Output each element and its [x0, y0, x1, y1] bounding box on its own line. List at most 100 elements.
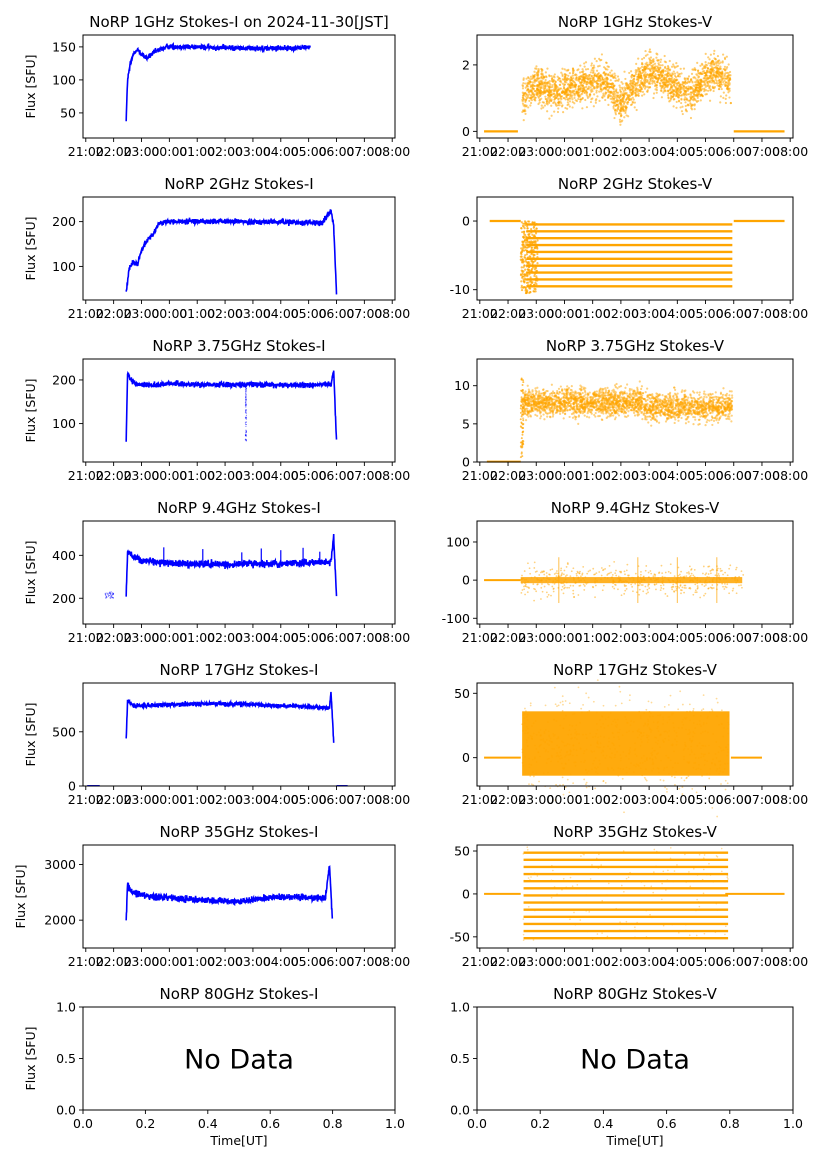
data-point — [575, 74, 577, 76]
data-point — [534, 268, 536, 270]
data-point — [540, 93, 542, 95]
data-point — [626, 83, 628, 85]
data-point — [544, 96, 546, 98]
data-point — [526, 96, 528, 98]
data-point — [691, 108, 693, 110]
data-point — [683, 99, 685, 101]
data-point — [524, 254, 526, 256]
data-point — [632, 89, 634, 91]
data-point — [582, 74, 584, 76]
data-point — [706, 64, 708, 66]
data-point — [703, 90, 705, 92]
data-point — [527, 281, 529, 283]
data-point — [558, 77, 560, 79]
data-point — [712, 399, 714, 401]
data-point — [709, 393, 711, 395]
data-point — [663, 88, 665, 90]
data-point — [551, 395, 553, 397]
data-point — [694, 69, 696, 71]
data-point — [708, 87, 710, 89]
data-point — [598, 91, 600, 93]
data-point — [689, 99, 691, 101]
data-point — [669, 60, 671, 62]
data-point — [565, 90, 567, 92]
data-point — [695, 89, 697, 91]
data-point — [535, 275, 537, 277]
data-point — [605, 61, 607, 63]
data-point — [529, 256, 531, 258]
data-point — [523, 77, 525, 79]
data-point — [524, 220, 526, 222]
data-point — [610, 74, 612, 76]
data-point — [527, 88, 529, 90]
data-point — [553, 99, 555, 101]
data-point — [664, 398, 666, 400]
data-point — [542, 413, 544, 415]
data-point — [653, 397, 655, 399]
data-point — [684, 394, 686, 396]
data-point — [727, 413, 729, 415]
data-point — [622, 108, 624, 110]
data-point — [564, 81, 566, 83]
data-point — [660, 59, 662, 61]
data-point — [689, 86, 691, 88]
data-point — [705, 53, 707, 55]
data-point — [614, 112, 616, 114]
data-point — [533, 71, 535, 73]
data-point — [673, 93, 675, 95]
data-point — [672, 63, 674, 65]
data-point — [653, 401, 655, 403]
data-point — [593, 105, 595, 107]
data-point — [597, 83, 599, 85]
data-point — [641, 62, 643, 64]
data-point — [570, 79, 572, 81]
data-point — [614, 75, 616, 77]
data-point — [707, 77, 709, 79]
data-point — [246, 386, 247, 387]
data-point — [695, 95, 697, 97]
data-point — [700, 396, 702, 398]
data-point — [647, 394, 649, 396]
data-point — [660, 64, 662, 66]
data-point — [656, 80, 658, 82]
data-point — [527, 85, 529, 87]
data-point — [599, 65, 601, 67]
data-point — [603, 66, 605, 68]
data-point — [530, 85, 532, 87]
data-point — [534, 81, 536, 83]
data-point — [699, 72, 701, 74]
data-point — [601, 388, 603, 390]
data-point — [550, 93, 552, 95]
data-point — [524, 101, 526, 103]
data-point — [604, 99, 606, 101]
data-point — [528, 292, 530, 294]
data-point — [687, 86, 689, 88]
data-point — [521, 111, 523, 113]
data-point — [606, 417, 608, 419]
data-point — [560, 385, 562, 387]
data-point — [636, 109, 638, 111]
data-point — [713, 90, 715, 92]
data-point — [528, 271, 530, 273]
data-point — [605, 91, 607, 93]
data-point — [642, 404, 644, 406]
data-point — [694, 416, 696, 418]
data-point — [572, 75, 574, 77]
data-point — [522, 100, 524, 102]
data-point — [698, 394, 700, 396]
data-point — [644, 88, 646, 90]
data-point — [689, 96, 691, 98]
data-point — [246, 390, 247, 391]
data-point — [530, 278, 532, 280]
data-point — [584, 415, 586, 417]
data-point — [707, 90, 709, 92]
data-point — [580, 81, 582, 83]
plot-title: NoRP 3.75GHz Stokes-V — [546, 337, 725, 355]
data-point — [565, 390, 567, 392]
data-point — [640, 388, 642, 390]
data-point — [536, 248, 538, 250]
data-point — [589, 93, 591, 95]
data-point — [630, 98, 632, 100]
data-point — [649, 63, 651, 65]
data-point — [520, 227, 522, 229]
